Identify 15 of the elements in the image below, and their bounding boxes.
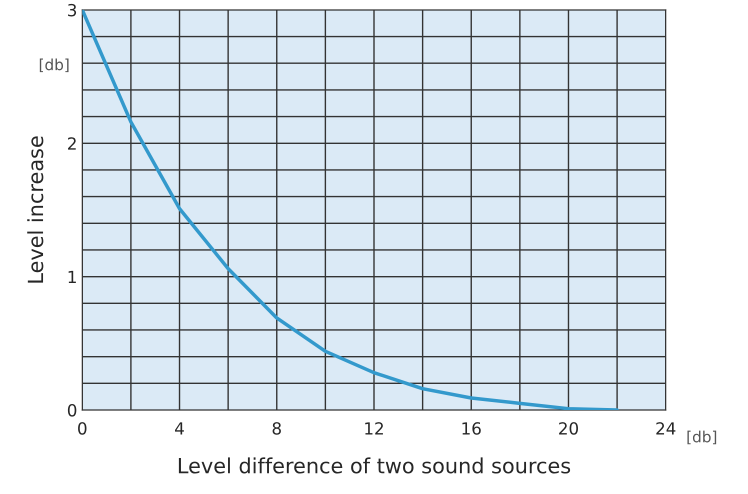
text: [db] [687,430,716,444]
x-tick-label: 12 [365,422,383,434]
x-tick-label: 4 [175,422,184,434]
y-tick-label: 1 [68,270,76,283]
x-tick-label: 20 [559,422,578,435]
text: [db] [40,58,69,72]
x-tick-label: 24 [656,422,676,434]
y-tick-label: 0 [68,404,76,417]
y-axis-title: Level increase [27,136,44,283]
x-tick-label: 16 [462,422,481,435]
y-tick-label: 2 [68,137,76,150]
x-axis-title: Level difference of two sound sources [178,457,570,474]
x-tick-label: 8 [272,422,281,435]
x-tick-label: 0 [78,422,86,435]
y-tick-label: 3 [68,4,76,16]
